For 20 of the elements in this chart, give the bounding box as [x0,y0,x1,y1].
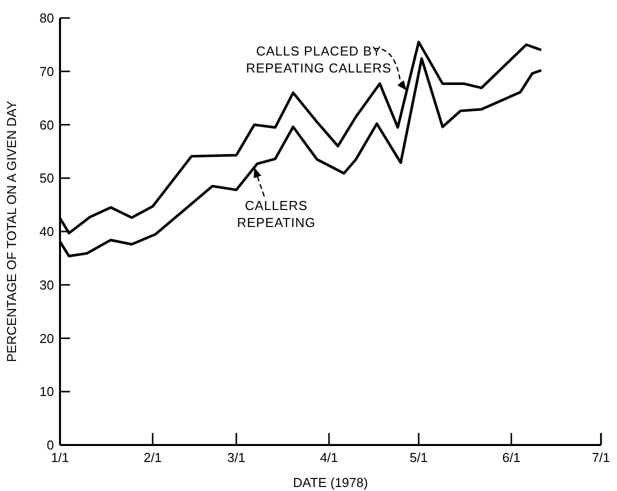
x-tick-label: 1/1 [50,450,70,465]
x-tick-label: 5/1 [410,450,428,465]
x-tick-label: 3/1 [227,450,246,465]
y-tick-label: 30 [40,277,54,292]
x-axis-title: DATE (1978) [293,475,368,490]
y-tick-label: 60 [40,117,54,132]
x-tick-label: 7/1 [592,450,610,465]
annotation: CALLERS REPEATING [236,198,316,230]
y-tick-label: 10 [40,384,54,400]
y-tick-label: 0 [46,438,54,453]
y-tick-label: 50 [40,170,54,186]
annotation: CALLS PLACED BY REPEATING CALLERS [246,43,392,76]
y-tick-label: 40 [40,224,54,240]
y-tick-label: 80 [40,10,54,26]
y-tick-label: 70 [40,64,54,79]
x-tick-label: 6/1 [502,450,520,465]
y-axis-title: PERCENTAGE OF TOTAL ON A GIVEN DAY [4,100,19,362]
y-tick-label: 20 [40,330,54,346]
x-tick-label: 4/1 [320,450,338,465]
x-tick-label: 2/1 [144,450,162,465]
